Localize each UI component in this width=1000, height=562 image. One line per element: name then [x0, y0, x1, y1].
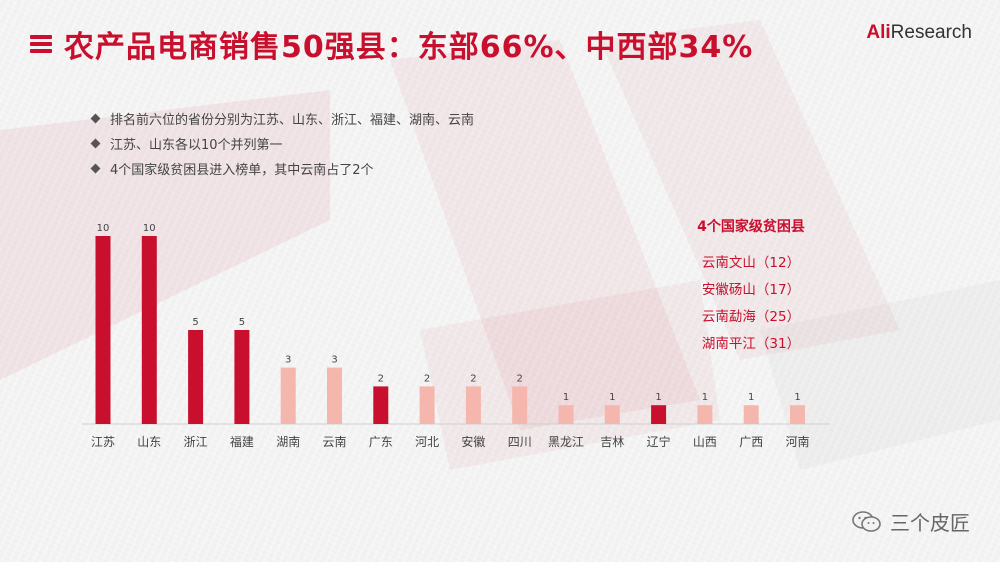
x-tick-label: 广东 [369, 435, 393, 449]
bar-2 [141, 236, 157, 424]
bullet-item: 排名前六位的省份分别为江苏、山东、浙江、福建、湖南、云南 [90, 106, 475, 131]
bullet-text: 江苏、山东各以10个并列第一 [110, 138, 283, 153]
x-tick-label: 福建 [230, 434, 254, 449]
poverty-county-item: 云南文山（12） [701, 255, 801, 271]
bar-5 [280, 367, 296, 424]
bullet-list: 排名前六位的省份分别为江苏、山东、浙江、福建、湖南、云南 江苏、山东各以10个并… [90, 106, 475, 181]
bar-value-label: 3 [331, 355, 337, 366]
bar-value-label: 1 [655, 392, 661, 403]
x-tick-label: 广西 [739, 435, 763, 449]
title-bar: 农产品电商销售50强县：东部66%、中西部34% [30, 22, 753, 66]
bar-16 [790, 405, 805, 424]
list-icon [30, 35, 52, 53]
bar-13 [651, 405, 667, 424]
x-tick-label: 河北 [415, 435, 439, 449]
x-tick-label: 山东 [137, 435, 161, 449]
bar-value-label: 2 [424, 373, 430, 384]
bar-15 [743, 405, 759, 424]
bar-value-label: 1 [748, 392, 754, 403]
poverty-county-item: 安徽砀山（17） [701, 282, 801, 298]
bar-6 [327, 367, 342, 424]
poverty-county-item: 湖南平江（31） [701, 336, 801, 352]
bar-value-label: 2 [470, 373, 476, 384]
bar-value-label: 5 [192, 317, 198, 328]
bullet-text: 4个国家级贫困县进入榜单，其中云南占了2个 [110, 163, 374, 178]
poverty-county-title: 4个国家级贫困县 [697, 219, 805, 235]
x-tick-label: 吉林 [600, 435, 624, 449]
bullet-item: 4个国家级贫困县进入榜单，其中云南占了2个 [90, 156, 474, 181]
poverty-county-item: 云南勐海（25） [701, 309, 801, 325]
x-tick-label: 山西 [693, 435, 717, 449]
x-tick-label: 湖南 [276, 434, 300, 449]
page-title: 农产品电商销售50强县：东部66%、中西部34% [64, 30, 754, 65]
bar-1 [95, 236, 111, 424]
bullet-item: 江苏、山东各以10个并列第一 [90, 131, 474, 156]
bar-12 [604, 405, 620, 424]
poverty-county-list: 云南文山（12） 安徽砀山（17） 云南勐海（25） 湖南平江（31） [676, 250, 826, 358]
brand-logo: AliResearch [866, 22, 972, 44]
x-tick-label: 云南 [322, 434, 346, 449]
bar-3 [188, 330, 204, 424]
bar-value-label: 10 [97, 223, 110, 234]
bar-value-label: 2 [517, 373, 523, 384]
bullet-text: 排名前六位的省份分别为江苏、山东、浙江、福建、湖南、云南 [110, 113, 475, 128]
bar-value-label: 1 [609, 392, 615, 403]
bar-10 [512, 386, 528, 424]
watermark-text: 三个皮匠 [890, 511, 970, 535]
bar-value-label: 10 [143, 223, 156, 234]
bar-value-label: 3 [285, 355, 291, 366]
bar-value-label: 1 [794, 392, 800, 403]
bar-11 [558, 405, 574, 424]
bar-value-label: 1 [702, 392, 708, 403]
bar-value-label: 1 [563, 392, 569, 403]
x-tick-label: 江苏 [91, 435, 115, 449]
poverty-county-panel: 4个国家级贫困县 云南文山（12） 安徽砀山（17） 云南勐海（25） 湖南平江… [676, 216, 826, 358]
x-tick-label: 安徽 [461, 434, 485, 449]
footer-watermark: 三个皮匠 [852, 507, 970, 536]
brand-logo-rest: Research [890, 22, 972, 43]
x-tick-label: 四川 [508, 435, 532, 449]
bar-7 [373, 386, 389, 424]
bar-value-label: 2 [378, 373, 384, 384]
bar-9 [465, 386, 481, 424]
brand-logo-accent: Ali [866, 22, 891, 43]
bar-value-label: 5 [239, 317, 245, 328]
wechat-icon [852, 510, 881, 532]
bar-4 [234, 330, 250, 424]
bar-14 [697, 405, 713, 424]
bar-8 [419, 386, 435, 424]
x-tick-label: 河南 [785, 434, 809, 449]
x-tick-label: 黑龙江 [548, 435, 584, 449]
x-tick-label: 浙江 [184, 435, 208, 449]
x-tick-label: 辽宁 [647, 434, 671, 449]
